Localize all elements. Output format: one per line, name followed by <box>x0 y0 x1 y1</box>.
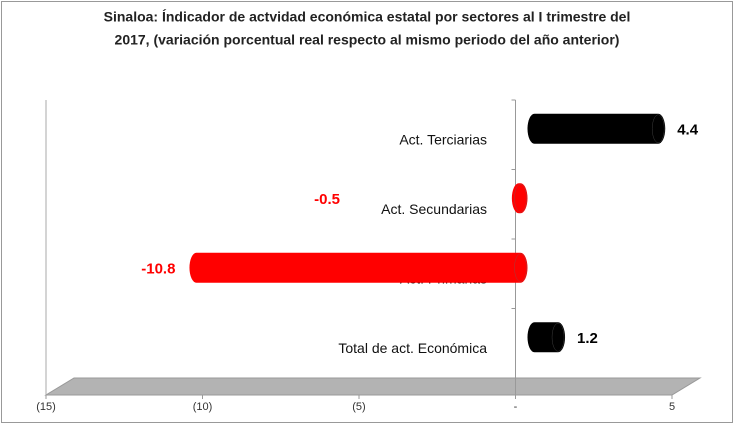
value-label: 1.2 <box>577 330 598 347</box>
x-tick-label: (15) <box>36 401 56 413</box>
category-label: Act. Terciarias <box>399 131 487 147</box>
x-tick-label: 5 <box>669 401 675 413</box>
value-label: -0.5 <box>314 191 340 208</box>
bar <box>189 252 528 283</box>
value-label: 4.4 <box>677 122 699 139</box>
chart-title: 2017, (variación porcentual real respect… <box>115 32 620 48</box>
category-label: Act. Secundarias <box>381 201 487 217</box>
value-label: -10.8 <box>141 261 175 278</box>
x-tick-label: (10) <box>193 401 213 413</box>
x-tick-label: - <box>514 401 518 413</box>
floor <box>44 377 702 396</box>
bar-cap <box>514 253 527 282</box>
category-label: Total de act. Económica <box>338 340 487 356</box>
x-tick-label: (5) <box>352 401 365 413</box>
bar-cap <box>514 184 527 213</box>
bar-cap <box>551 323 565 352</box>
chart-title: Sinaloa: Índicador de actvidad económica… <box>104 9 631 25</box>
bar <box>527 113 666 144</box>
bar-cap <box>651 114 665 143</box>
